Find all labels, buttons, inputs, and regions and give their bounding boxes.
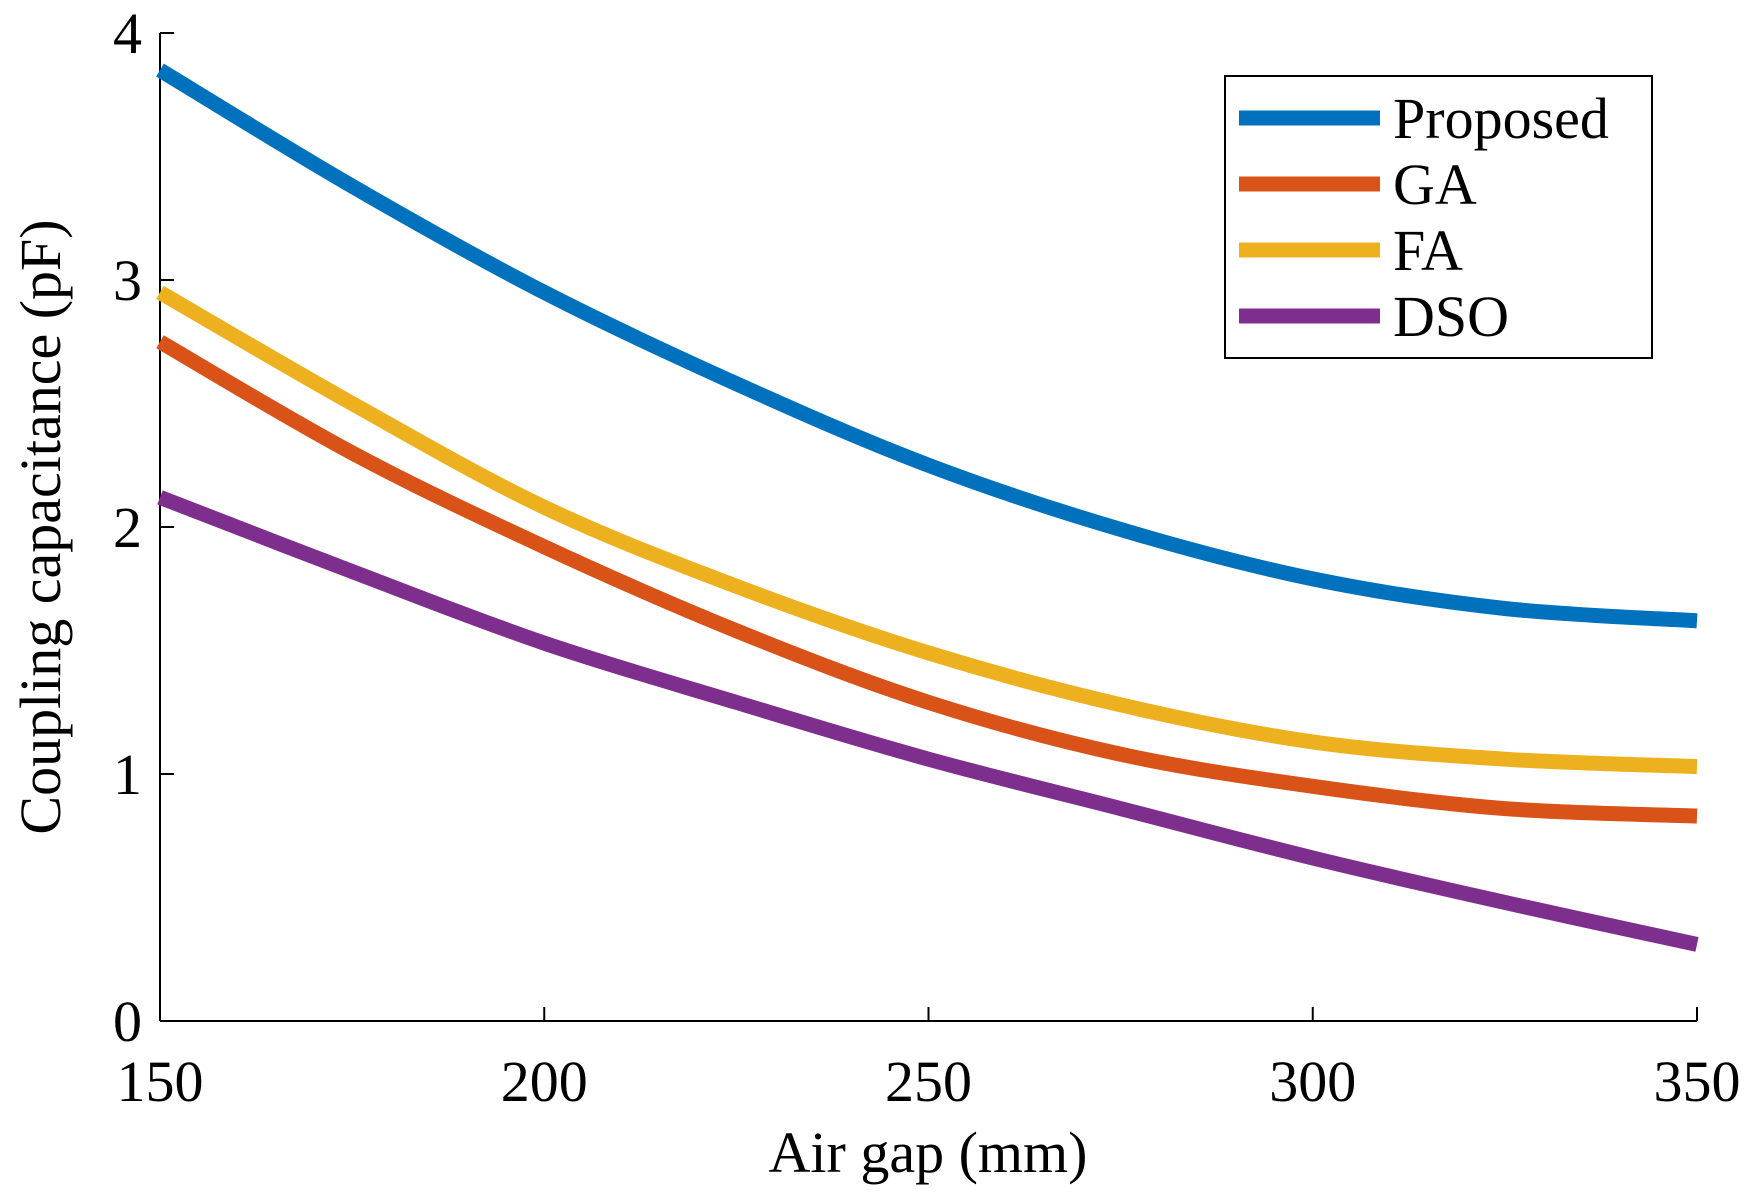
legend-label: GA [1393,152,1477,217]
x-tick-label: 200 [501,1049,588,1114]
series-line [156,335,1698,824]
y-tick-label: 0 [113,989,142,1054]
x-tick-label: 250 [885,1049,972,1114]
x-tick-label: 150 [117,1049,204,1114]
legend-label: DSO [1393,284,1509,349]
series-line [157,490,1699,952]
y-tick-label: 3 [113,248,142,313]
series-line [156,285,1698,775]
legend-label: FA [1393,218,1463,283]
x-tick-label: 350 [1654,1049,1741,1114]
y-tick-label: 1 [113,742,142,807]
y-tick-label: 2 [113,495,142,560]
series-line [156,63,1698,629]
x-tick-label: 300 [1269,1049,1356,1114]
x-axis-label: Air gap (mm) [769,1120,1088,1185]
y-axis-label: Coupling capacitance (pF) [8,219,73,834]
legend-label: Proposed [1393,86,1609,151]
y-tick-label: 4 [113,1,142,66]
